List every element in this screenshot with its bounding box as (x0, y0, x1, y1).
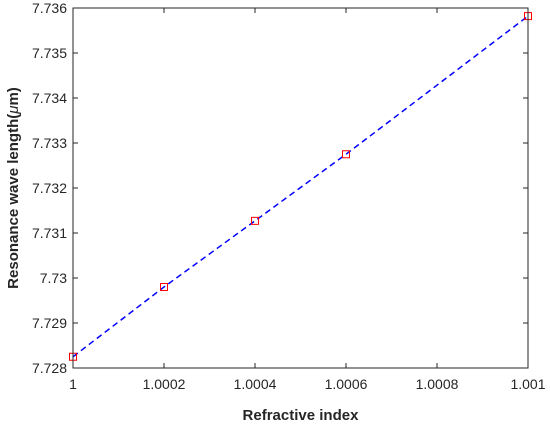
data-point-marker (251, 216, 259, 225)
y-tick-label: 7.728 (32, 360, 67, 376)
x-axis-label: Refractive index (243, 407, 360, 424)
y-tick-label: 7.734 (32, 90, 67, 106)
data-point-marker (160, 283, 168, 291)
y-tick-label: 7.735 (32, 45, 67, 61)
x-tick-label: 1.0004 (234, 376, 277, 392)
y-tick-label: 7.732 (32, 180, 67, 196)
series-layer (69, 12, 532, 361)
y-axis-label: Resonance wave length(μm) (5, 87, 22, 289)
ticks-layer: 1 1.0002 1.0004 1.0006 1.0008 1.001 7.728 7.729… (32, 0, 546, 392)
x-tick-label: 1.0002 (143, 376, 186, 392)
x-tick-label: 1 (69, 376, 77, 392)
data-point-marker (342, 150, 350, 159)
plot-frame (72, 7, 529, 369)
y-axis-label-mu: μ (5, 106, 22, 115)
y-axis-label-text: Resonance wave length( (5, 114, 22, 289)
x-tick-label: 1.0008 (416, 376, 459, 392)
y-tick-label: 7.736 (32, 0, 67, 16)
y-axis-label-unit: m) (5, 87, 22, 105)
y-tick-label: 7.731 (32, 225, 67, 241)
x-tick-label: 1.0006 (325, 376, 368, 392)
y-tick-label: 7.733 (32, 135, 67, 151)
y-tick-label: 7.73 (40, 270, 67, 286)
x-tick-label: 1.001 (510, 376, 545, 392)
y-tick-label: 7.729 (32, 315, 67, 331)
series-line (72, 15, 529, 358)
